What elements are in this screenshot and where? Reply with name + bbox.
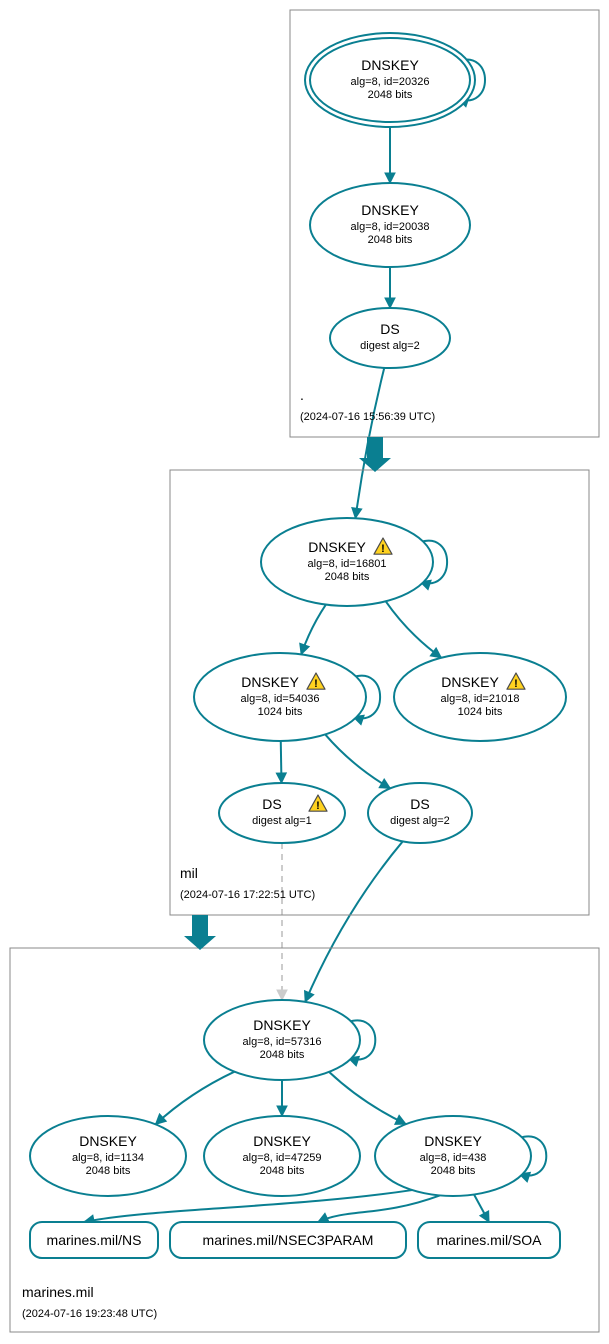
- dnssec-chain-diagram: . (2024-07-16 15:56:39 UTC) mil (2024-07-16…: [0, 0, 609, 1344]
- node-detail: alg=8, id=47259: [243, 1152, 322, 1164]
- edge: [305, 841, 403, 1002]
- node-detail: 1024 bits: [258, 706, 303, 718]
- node-detail: alg=8, id=21018: [441, 693, 520, 705]
- node-detail: alg=8, id=54036: [241, 693, 320, 705]
- node-root_zsk: DNSKEY alg=8, id=200382048 bits: [310, 183, 470, 267]
- edge: [156, 1072, 235, 1125]
- node-detail: 2048 bits: [260, 1049, 305, 1061]
- zone-timestamp-marines: (2024-07-16 19:23:48 UTC): [22, 1308, 157, 1320]
- node-mar_z2: DNSKEY alg=8, id=472592048 bits: [204, 1116, 360, 1196]
- svg-text:!: !: [514, 678, 518, 690]
- edge: [329, 1072, 406, 1124]
- node-mil_ds1: DS! digest alg=1: [219, 783, 345, 843]
- node-detail: 2048 bits: [86, 1165, 131, 1177]
- rrset-label: marines.mil/NSEC3PARAM: [203, 1232, 374, 1248]
- node-title: DNSKEY: [441, 674, 499, 690]
- node-title: DNSKEY: [241, 674, 299, 690]
- zone-label-marines: marines.mil: [22, 1284, 94, 1300]
- node-mar_ksk: DNSKEY alg=8, id=573162048 bits: [204, 1000, 360, 1080]
- node-detail: alg=8, id=20038: [351, 221, 430, 233]
- node-mil_ksk: DNSKEY! alg=8, id=168012048 bits: [261, 518, 433, 606]
- node-detail: digest alg=2: [390, 815, 450, 827]
- node-root_ksk: DNSKEY alg=8, id=203262048 bits: [305, 33, 475, 127]
- node-title: DS: [410, 796, 429, 812]
- node-detail: alg=8, id=16801: [308, 558, 387, 570]
- node-mil_ds2: DS digest alg=2: [368, 783, 472, 843]
- node-title: DNSKEY: [308, 539, 366, 555]
- zone-label-root: .: [300, 387, 304, 403]
- node-detail: 2048 bits: [260, 1165, 305, 1177]
- edge: [301, 605, 326, 655]
- node-root_ds: DS digest alg=2: [330, 308, 450, 368]
- edge: [325, 734, 390, 788]
- node-mil_zsk1: DNSKEY! alg=8, id=540361024 bits: [194, 653, 366, 741]
- node-detail: 1024 bits: [458, 706, 503, 718]
- zone-label-mil: mil: [180, 865, 198, 881]
- node-title: DNSKEY: [361, 57, 419, 73]
- rrset-ns: marines.mil/NS: [30, 1222, 158, 1258]
- node-title: DS: [262, 796, 281, 812]
- nodes-layer: DNSKEYalg=8, id=203262048 bitsDNSKEYalg=…: [30, 33, 566, 1258]
- node-title: DNSKEY: [361, 202, 419, 218]
- rrset-nsec3: marines.mil/NSEC3PARAM: [170, 1222, 406, 1258]
- node-mar_z1: DNSKEY alg=8, id=11342048 bits: [30, 1116, 186, 1196]
- rrset-label: marines.mil/SOA: [436, 1232, 542, 1248]
- svg-text:!: !: [314, 678, 318, 690]
- node-detail: alg=8, id=1134: [72, 1152, 144, 1164]
- node-detail: 2048 bits: [431, 1165, 476, 1177]
- node-detail: alg=8, id=57316: [243, 1036, 322, 1048]
- node-title: DNSKEY: [253, 1017, 311, 1033]
- node-detail: alg=8, id=438: [420, 1152, 487, 1164]
- node-detail: 2048 bits: [368, 234, 413, 246]
- rrset-soa: marines.mil/SOA: [418, 1222, 560, 1258]
- edge: [386, 601, 442, 657]
- node-title: DS: [380, 321, 399, 337]
- svg-text:!: !: [381, 543, 385, 555]
- rrset-label: marines.mil/NS: [47, 1232, 142, 1248]
- node-detail: alg=8, id=20326: [351, 76, 430, 88]
- node-detail: 2048 bits: [368, 89, 413, 101]
- zone-transition-arrow: [184, 915, 216, 950]
- edge-to-rrset: [474, 1195, 489, 1222]
- node-title: DNSKEY: [79, 1133, 137, 1149]
- node-detail: digest alg=2: [360, 340, 420, 352]
- zone-timestamp-root: (2024-07-16 15:56:39 UTC): [300, 411, 435, 423]
- edge: [281, 741, 282, 783]
- node-mil_zsk2: DNSKEY! alg=8, id=210181024 bits: [394, 653, 566, 741]
- node-title: DNSKEY: [424, 1133, 482, 1149]
- node-mar_z3: DNSKEY alg=8, id=4382048 bits: [375, 1116, 531, 1196]
- node-title: DNSKEY: [253, 1133, 311, 1149]
- node-detail: digest alg=1: [252, 815, 312, 827]
- node-detail: 2048 bits: [325, 571, 370, 583]
- zone-timestamp-mil: (2024-07-16 17:22:51 UTC): [180, 889, 315, 901]
- svg-text:!: !: [316, 800, 320, 812]
